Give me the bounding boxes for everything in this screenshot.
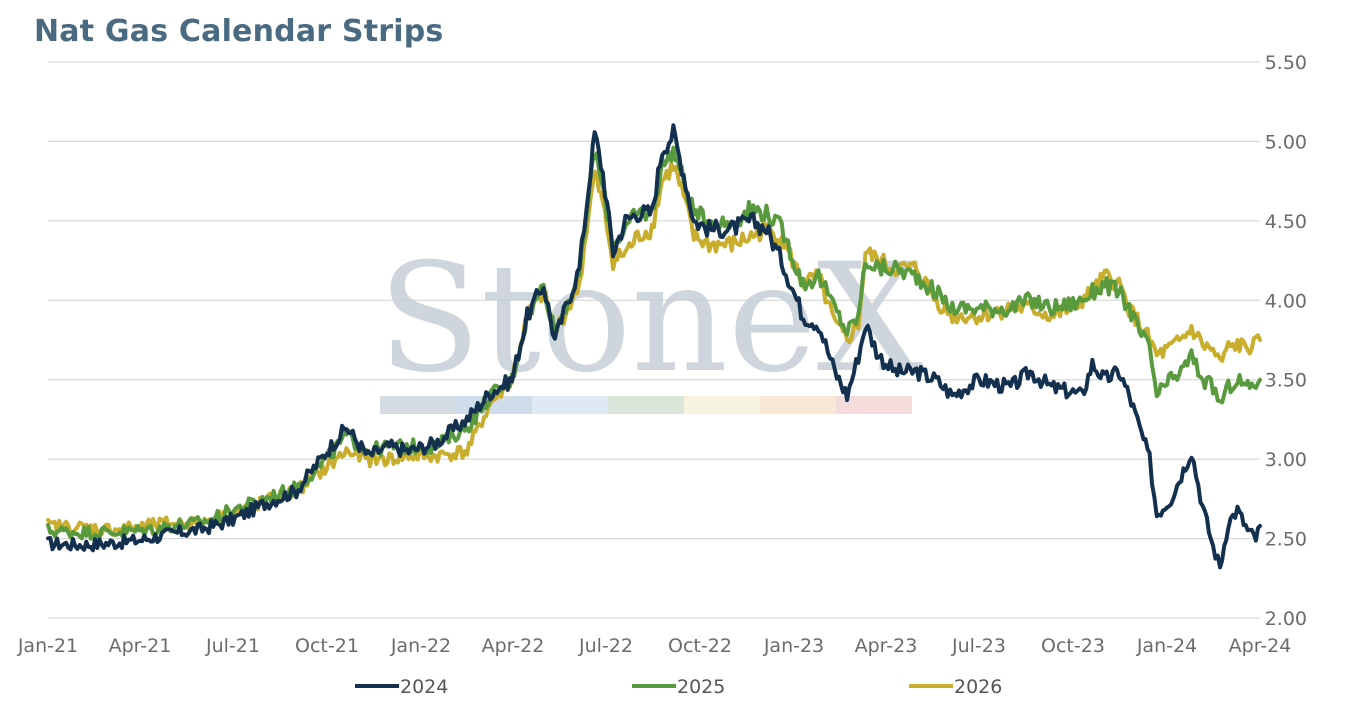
x-tick-label: Apr-22: [482, 635, 545, 657]
y-axis-ticks: 2.00 2.50 3.00 3.50 4.00 4.50 5.00 5.50: [1265, 52, 1307, 630]
watermark-band-5: [684, 396, 760, 414]
legend-label-2026: 2026: [954, 676, 1002, 698]
watermark-band-3: [532, 396, 608, 414]
y-tick-label: 4.50: [1265, 211, 1307, 233]
watermark-band-1: [380, 396, 456, 414]
x-tick-label: Apr-23: [855, 635, 918, 657]
x-tick-label: Jul-22: [578, 635, 633, 657]
chart-title: Nat Gas Calendar Strips: [34, 14, 444, 49]
series-line-2024: [46, 123, 1262, 570]
x-tick-label: Oct-22: [668, 635, 732, 657]
series-layer: [46, 123, 1262, 570]
x-tick-label: Oct-21: [295, 635, 359, 657]
x-tick-label: Jan-23: [763, 635, 824, 657]
y-tick-label: 2.50: [1265, 529, 1307, 551]
legend-label-2025: 2025: [677, 676, 725, 698]
x-tick-label: Oct-23: [1041, 635, 1105, 657]
x-tick-label: Jan-21: [17, 635, 78, 657]
x-tick-label: Apr-21: [109, 635, 172, 657]
y-tick-label: 4.00: [1265, 290, 1307, 312]
x-tick-label: Apr-24: [1229, 635, 1292, 657]
watermark-band-7: [836, 396, 912, 414]
y-tick-label: 5.00: [1265, 131, 1307, 153]
watermark-band-4: [608, 396, 684, 414]
y-tick-label: 5.50: [1265, 52, 1307, 74]
x-tick-label: Jul-21: [205, 635, 260, 657]
x-tick-label: Jul-23: [951, 635, 1006, 657]
y-tick-label: 3.50: [1265, 370, 1307, 392]
legend: 2024 2025 2026: [355, 676, 1002, 698]
x-tick-label: Jan-24: [1136, 635, 1197, 657]
y-tick-label: 3.00: [1265, 449, 1307, 471]
x-tick-label: Jan-22: [390, 635, 451, 657]
y-tick-label: 2.00: [1265, 608, 1307, 630]
x-axis-ticks: Jan-21 Apr-21 Jul-21 Oct-21 Jan-22 Apr-22 Jul-…: [17, 635, 1292, 657]
legend-label-2024: 2024: [400, 676, 448, 698]
watermark-band-6: [760, 396, 836, 414]
